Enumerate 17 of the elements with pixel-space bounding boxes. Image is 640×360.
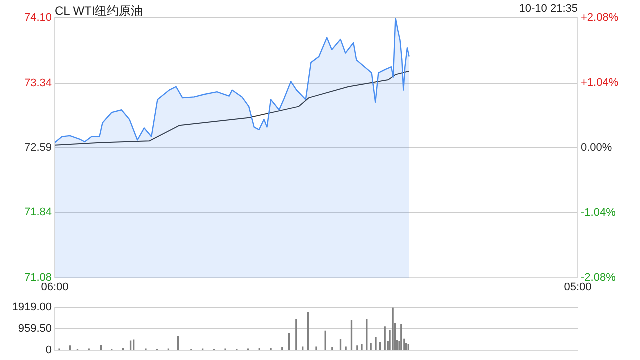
- y-tick-label: 73.34: [24, 77, 52, 90]
- text: 10-10 21:35: [519, 3, 578, 15]
- y2-tick-label: +2.08%: [581, 12, 619, 24]
- y-tick-label: 0: [46, 344, 52, 356]
- y-tick-label: 959.50: [18, 323, 52, 336]
- x-tick-label: 06:00: [41, 282, 69, 294]
- y-tick-label: 71.08: [24, 272, 52, 284]
- y-tick-label: 71.84: [24, 206, 52, 219]
- x-tick-label: 05:00: [564, 282, 592, 294]
- y-tick-label: 74.10: [24, 12, 52, 24]
- y2-tick-label: -1.04%: [581, 207, 616, 220]
- y-tick-label: 72.59: [24, 142, 52, 154]
- y2-tick-label: 0.00%: [581, 142, 612, 154]
- y2-tick-label: -2.08%: [581, 272, 616, 284]
- chart-title: CL WTI纽约原油: [55, 3, 144, 20]
- y-tick-label: 1919.00: [12, 302, 52, 314]
- y2-tick-label: +1.04%: [581, 77, 619, 90]
